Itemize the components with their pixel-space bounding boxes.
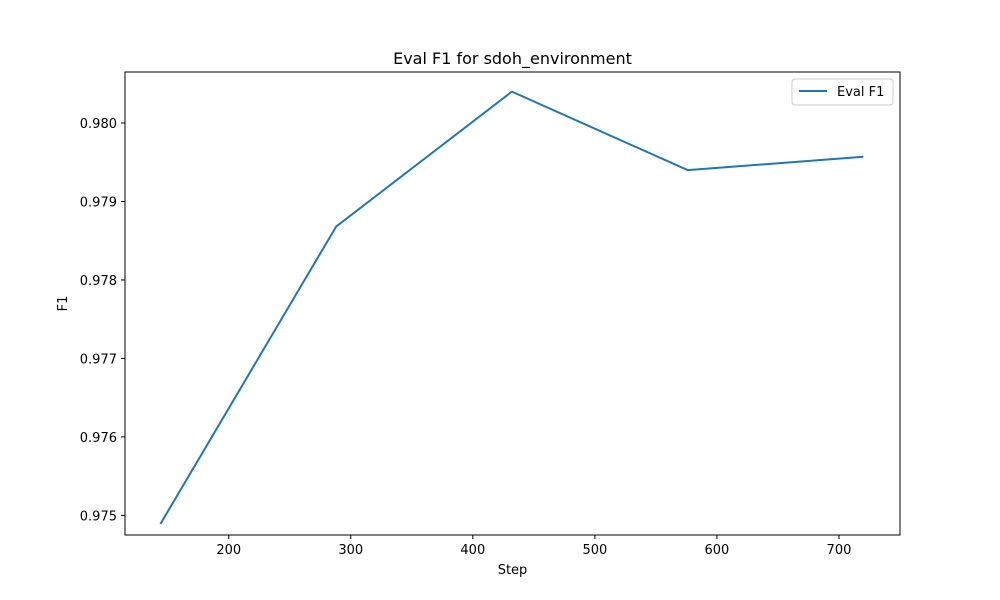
data-point (511, 91, 513, 93)
series-line-eval-f1 (159, 90, 864, 525)
y-tick-label: 0.978 (80, 274, 117, 289)
chart-title: Eval F1 for sdoh_environment (393, 49, 632, 69)
data-point (159, 523, 161, 525)
y-axis: 0.975 0.976 0.977 0.978 0.979 0.980 (80, 117, 125, 524)
y-tick-label: 0.979 (80, 195, 117, 210)
data-point (862, 156, 864, 158)
y-tick-label: 0.980 (80, 117, 117, 132)
x-tick-label: 200 (216, 543, 241, 558)
x-tick-label: 700 (827, 543, 852, 558)
legend: Eval F1 (791, 78, 894, 106)
plot-area (124, 71, 901, 536)
x-axis-label: Step (498, 563, 528, 578)
y-tick-label: 0.975 (80, 509, 117, 524)
x-tick-label: 500 (582, 543, 607, 558)
x-tick-label: 400 (460, 543, 485, 558)
legend-box (791, 78, 894, 106)
data-point (335, 226, 337, 228)
legend-label-eval-f1: Eval F1 (837, 85, 884, 100)
x-tick-label: 600 (705, 543, 730, 558)
series-layer (159, 90, 864, 525)
y-tick-label: 0.977 (80, 352, 117, 367)
y-axis-label: F1 (56, 296, 71, 312)
x-axis: 200 300 400 500 600 700 (216, 535, 851, 558)
y-tick-label: 0.976 (80, 431, 117, 446)
x-tick-label: 300 (338, 543, 363, 558)
data-point (687, 169, 689, 171)
